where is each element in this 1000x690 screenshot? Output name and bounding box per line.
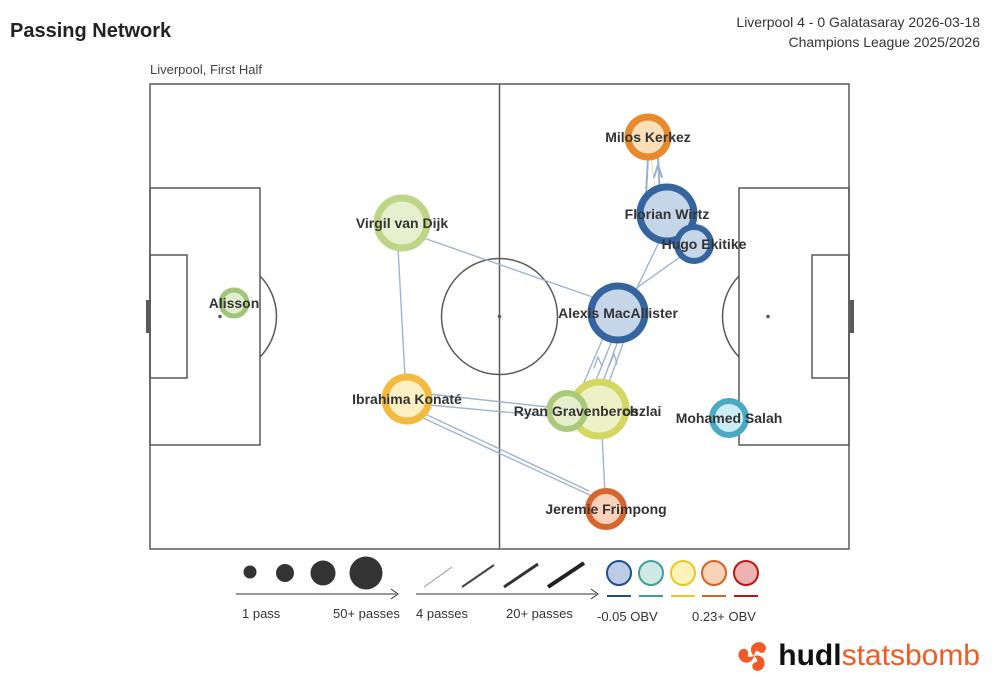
svg-text:Jeremie Frimpong: Jeremie Frimpong [545,501,666,517]
svg-text:oszlai: oszlai [623,403,662,419]
svg-text:Mohamed Salah: Mohamed Salah [676,410,783,426]
svg-text:Alexis MacAllister: Alexis MacAllister [558,305,678,321]
svg-text:Ryan Gravenberch: Ryan Gravenberch [514,403,639,419]
svg-text:Florian Wirtz: Florian Wirtz [625,206,710,222]
svg-text:Virgil van Dijk: Virgil van Dijk [356,215,449,231]
svg-text:Milos Kerkez: Milos Kerkez [605,129,691,145]
svg-text:Ibrahima Konaté: Ibrahima Konaté [352,391,462,407]
svg-text:Hugo Ekitike: Hugo Ekitike [662,236,747,252]
svg-text:Alisson: Alisson [209,295,260,311]
